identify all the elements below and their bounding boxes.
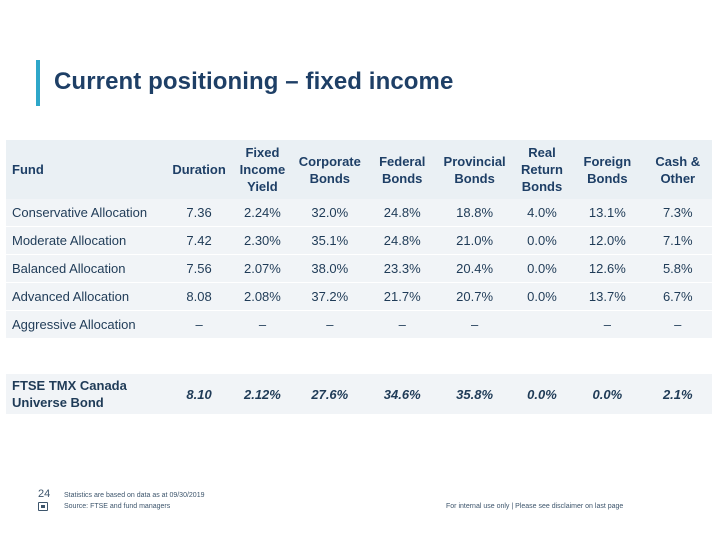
benchmark-row: FTSE TMX Canada Universe Bond 8.10 2.12%… <box>6 373 712 415</box>
table-cell: 24.8% <box>368 199 437 227</box>
table-cell: – <box>291 310 369 339</box>
benchmark-cell: 34.6% <box>368 373 437 415</box>
table-cell: 0.0% <box>512 226 572 255</box>
table-cell: 12.0% <box>571 226 644 255</box>
table-cell: 23.3% <box>368 254 437 283</box>
page-number: 24 <box>38 488 51 500</box>
fund-name-cell: Balanced Allocation <box>6 254 165 283</box>
table-cell: 12.6% <box>571 254 644 283</box>
page-title: Current positioning – fixed income <box>54 68 454 95</box>
header-foreign-bonds: Foreign Bonds <box>583 153 632 186</box>
benchmark-name-cell: FTSE TMX Canada Universe Bond <box>6 373 165 415</box>
table-cell: 7.3% <box>643 199 712 227</box>
table-cell: – <box>436 310 513 339</box>
table-cell: 2.07% <box>233 254 292 283</box>
footer-note-statistics: Statistics are based on data as at 09/30… <box>64 492 205 499</box>
table-cell: 5.8% <box>643 254 712 283</box>
table-cell: – <box>571 310 644 339</box>
table-cell: 7.1% <box>643 226 712 255</box>
table-row: Advanced Allocation 8.08 2.08% 37.2% 21.… <box>6 282 712 311</box>
table-spacer-row <box>6 338 712 374</box>
table-cell: 0.0% <box>512 254 572 283</box>
table-row: Moderate Allocation 7.42 2.30% 35.1% 24.… <box>6 226 712 255</box>
table-cell: – <box>233 310 292 339</box>
table-cell: 20.7% <box>436 282 513 311</box>
table-cell: 21.0% <box>436 226 513 255</box>
benchmark-cell: 27.6% <box>291 373 369 415</box>
table-cell: 7.36 <box>164 199 234 227</box>
table-cell: 13.1% <box>571 199 644 227</box>
document-icon <box>38 502 48 511</box>
fund-name-cell: Conservative Allocation <box>6 199 165 227</box>
header-duration: Duration <box>172 162 226 177</box>
table-cell: 4.0% <box>512 199 572 227</box>
benchmark-cell: 35.8% <box>436 373 513 415</box>
footer-note-source: Source: FTSE and fund managers <box>64 503 171 510</box>
table-cell: 21.7% <box>368 282 437 311</box>
table-row: Aggressive Allocation – – – – – – – <box>6 310 712 339</box>
table-cell: 13.7% <box>571 282 644 311</box>
benchmark-cell: 8.10 <box>164 373 234 415</box>
benchmark-cell: 2.12% <box>233 373 292 415</box>
table-cell: 0.0% <box>512 282 572 311</box>
table-cell: 18.8% <box>436 199 513 227</box>
table-cell: 6.7% <box>643 282 712 311</box>
header-corporate-bonds: Corporate Bonds <box>298 153 361 186</box>
table-cell: 38.0% <box>291 254 369 283</box>
title-accent-bar <box>36 60 40 106</box>
positioning-table: Fund Duration Fixed Income Yield Corpora… <box>6 140 712 415</box>
header-provincial-bonds: Provincial Bonds <box>443 153 506 186</box>
table-cell: – <box>164 310 234 339</box>
table-cell: 7.42 <box>164 226 234 255</box>
footer-disclaimer: For internal use only | Please see discl… <box>446 503 624 510</box>
table-cell: 37.2% <box>291 282 369 311</box>
table-cell: 35.1% <box>291 226 369 255</box>
benchmark-cell: 0.0% <box>571 373 644 415</box>
table-row: Balanced Allocation 7.56 2.07% 38.0% 23.… <box>6 254 712 283</box>
table-cell: 2.08% <box>233 282 292 311</box>
table-cell <box>512 310 572 339</box>
fund-name-cell: Aggressive Allocation <box>6 310 165 339</box>
table-row: Conservative Allocation 7.36 2.24% 32.0%… <box>6 199 712 227</box>
header-fixed-income-yield: Fixed Income Yield <box>239 145 286 194</box>
benchmark-cell: 2.1% <box>643 373 712 415</box>
spacer-cell <box>6 338 712 374</box>
header-real-return-bonds: Real Return Bonds <box>521 145 563 194</box>
table-cell: 32.0% <box>291 199 369 227</box>
table-cell: 24.8% <box>368 226 437 255</box>
header-fund: Fund <box>12 162 44 177</box>
benchmark-cell: 0.0% <box>512 373 572 415</box>
table-header-row: Fund Duration Fixed Income Yield Corpora… <box>6 140 712 199</box>
table-cell: 2.30% <box>233 226 292 255</box>
header-federal-bonds: Federal Bonds <box>379 153 426 186</box>
fund-name-cell: Moderate Allocation <box>6 226 165 255</box>
fund-name-cell: Advanced Allocation <box>6 282 165 311</box>
table-cell: 2.24% <box>233 199 292 227</box>
table-cell: 7.56 <box>164 254 234 283</box>
table-cell: 20.4% <box>436 254 513 283</box>
table-cell: – <box>643 310 712 339</box>
header-cash-other: Cash & Other <box>655 153 701 186</box>
table-cell: – <box>368 310 437 339</box>
table-cell: 8.08 <box>164 282 234 311</box>
